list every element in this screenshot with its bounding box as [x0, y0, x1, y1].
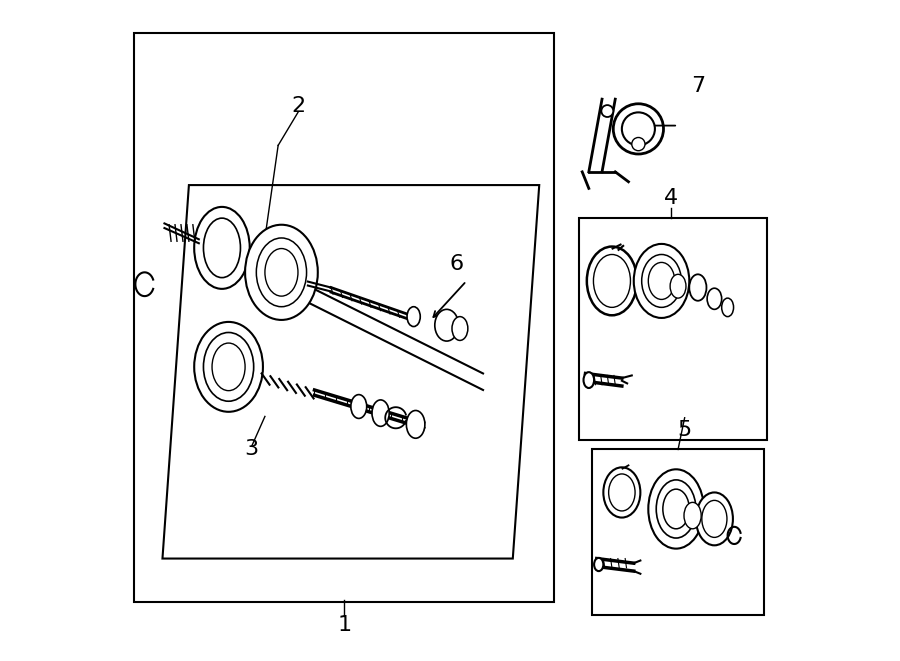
Ellipse shape [407, 307, 420, 327]
Ellipse shape [194, 207, 249, 289]
Circle shape [613, 104, 663, 154]
Ellipse shape [670, 274, 686, 298]
Ellipse shape [656, 480, 696, 538]
Ellipse shape [608, 474, 635, 511]
Ellipse shape [245, 225, 318, 320]
Ellipse shape [203, 332, 254, 401]
Ellipse shape [634, 244, 689, 318]
Circle shape [601, 105, 613, 117]
Ellipse shape [662, 489, 689, 529]
Ellipse shape [212, 343, 245, 391]
Bar [592, 449, 764, 615]
Ellipse shape [435, 309, 459, 341]
Ellipse shape [407, 410, 425, 438]
Text: 1: 1 [338, 615, 351, 635]
Ellipse shape [594, 558, 603, 571]
Ellipse shape [583, 372, 594, 388]
Ellipse shape [603, 467, 641, 518]
Ellipse shape [256, 238, 307, 307]
Text: 5: 5 [678, 420, 692, 440]
Polygon shape [163, 185, 539, 559]
Ellipse shape [593, 254, 631, 307]
Ellipse shape [696, 492, 733, 545]
Ellipse shape [707, 288, 722, 309]
Ellipse shape [351, 395, 366, 418]
Ellipse shape [203, 218, 240, 278]
Ellipse shape [648, 262, 675, 299]
Ellipse shape [722, 298, 734, 317]
Text: 3: 3 [245, 440, 259, 459]
Ellipse shape [702, 500, 727, 537]
Text: 7: 7 [691, 76, 705, 96]
Ellipse shape [642, 254, 681, 307]
Text: 6: 6 [449, 254, 464, 274]
Text: 4: 4 [664, 188, 679, 208]
Bar [134, 33, 554, 602]
Ellipse shape [265, 249, 298, 296]
Ellipse shape [684, 502, 701, 529]
Ellipse shape [648, 469, 704, 549]
Text: 2: 2 [291, 96, 305, 116]
Ellipse shape [587, 247, 637, 315]
Ellipse shape [372, 400, 389, 426]
Circle shape [632, 137, 645, 151]
Ellipse shape [689, 274, 706, 301]
Circle shape [622, 112, 655, 145]
Ellipse shape [194, 322, 263, 412]
Bar [579, 218, 768, 440]
Ellipse shape [452, 317, 468, 340]
